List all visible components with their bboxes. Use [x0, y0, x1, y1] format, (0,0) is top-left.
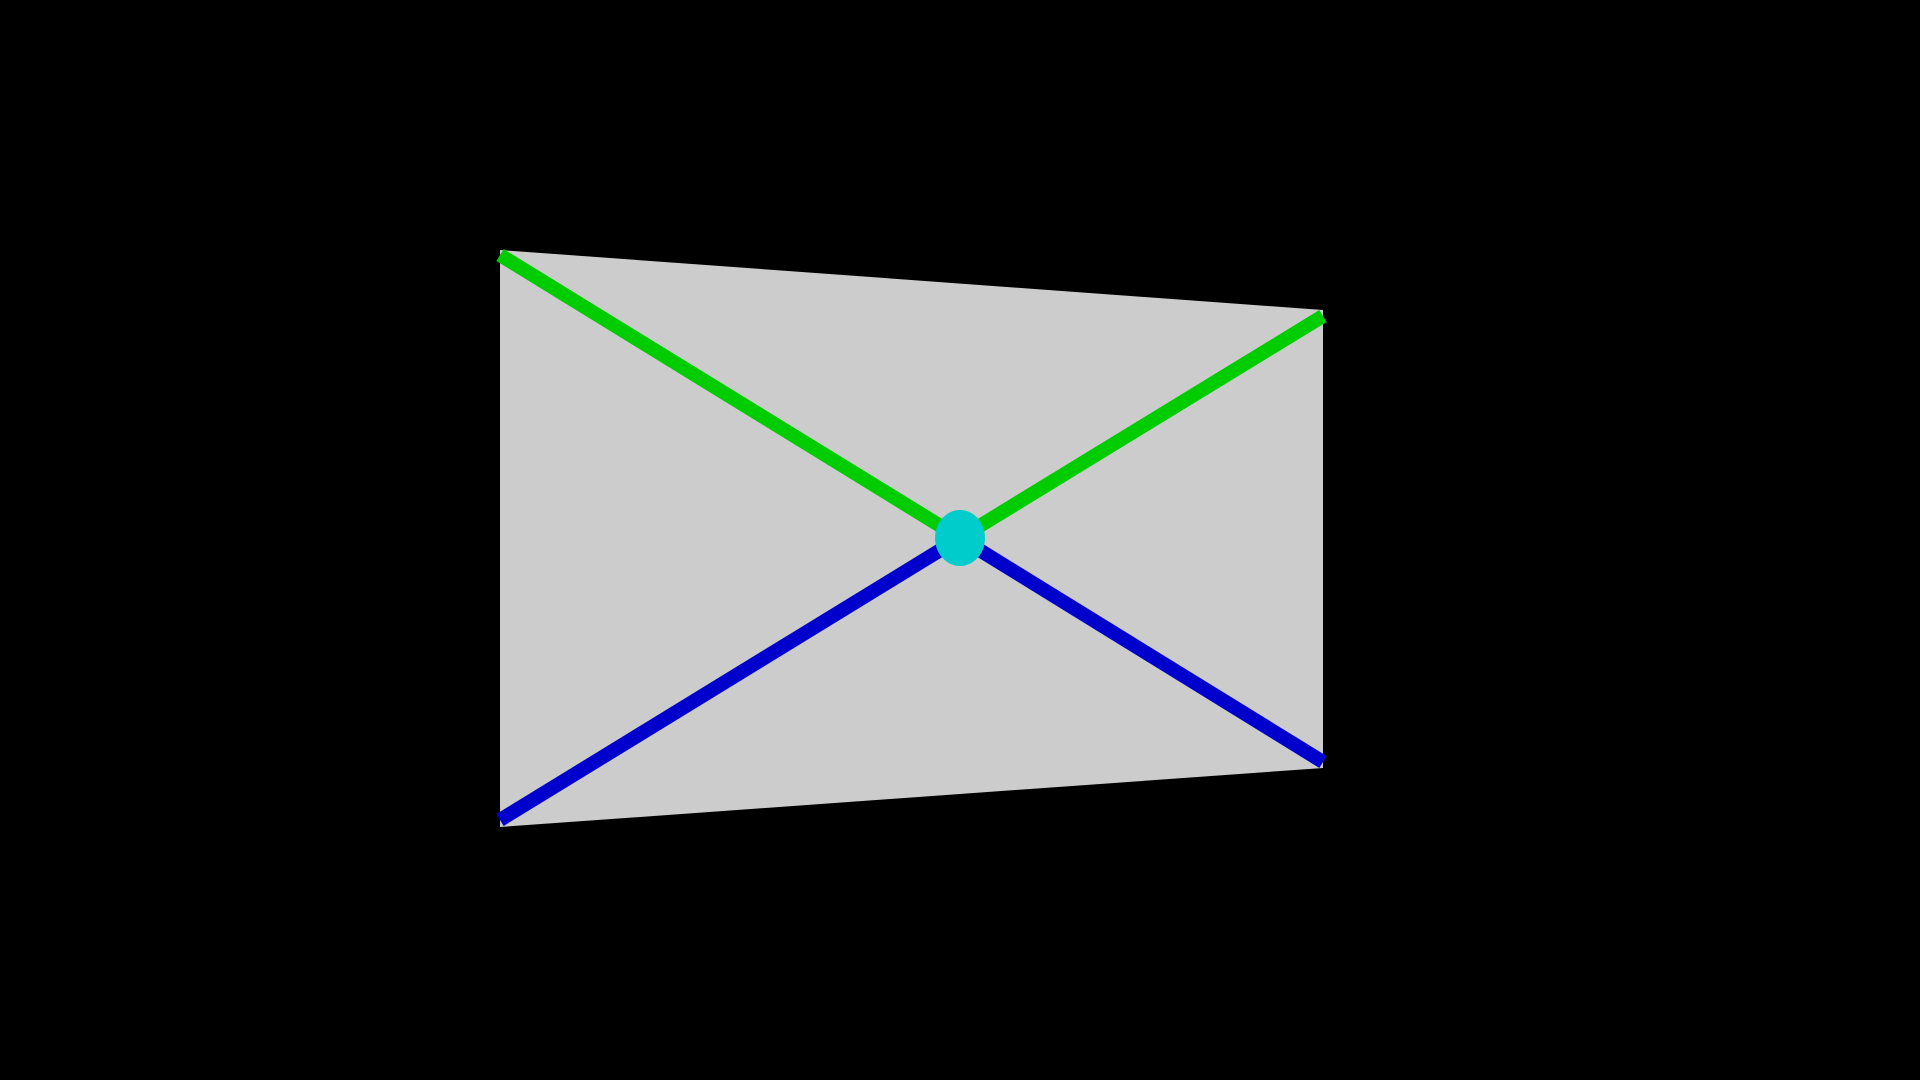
upper-right-diagonal-segment	[956, 310, 1327, 544]
center-marker	[935, 510, 985, 566]
panel-surface	[500, 250, 1323, 827]
lower-left-diagonal-segment	[496, 532, 964, 826]
upper-left-diagonal-segment	[496, 249, 964, 544]
lower-right-diagonal-segment	[956, 532, 1327, 768]
